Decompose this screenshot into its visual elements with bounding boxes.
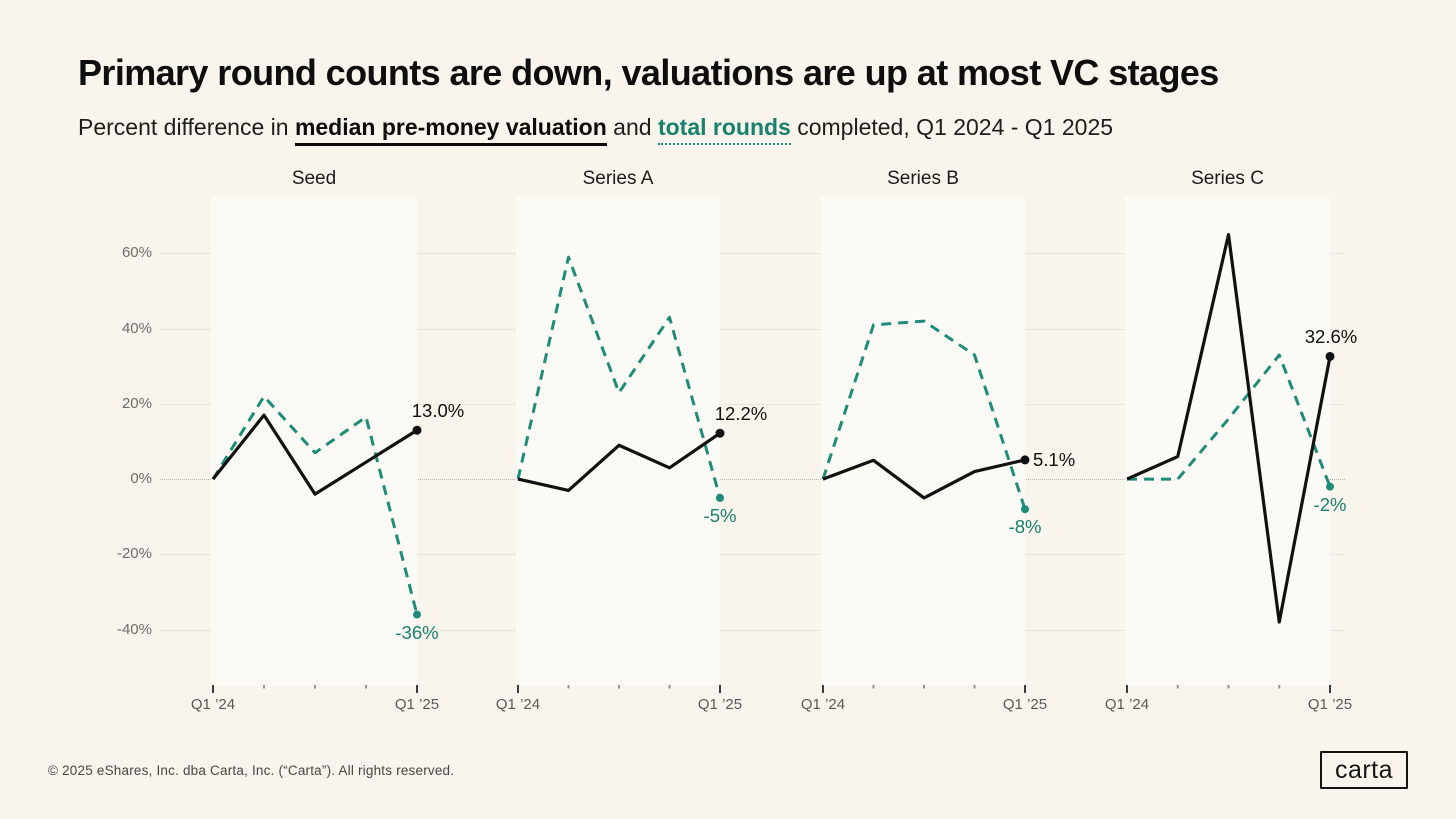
x-axis-label: Q1 ’25 (1307, 696, 1353, 713)
valuation-endpoint-series-b (1020, 455, 1030, 465)
rounds-endpoint-series-b (1021, 505, 1029, 514)
x-axis-label: Q1 ’25 (697, 696, 743, 713)
valuation-line-seed (211, 413, 418, 496)
rounds-line-series-a (516, 255, 722, 499)
valuation-endpoint-series-a (715, 428, 725, 438)
y-axis-label: -20% (116, 545, 152, 563)
gridline--20 (160, 554, 1345, 556)
rounds-label-seed: -36% (395, 621, 439, 643)
chart-area: 60% 40% 20% 0% -20% -40% Seed Series A Series B S… (117, 168, 1357, 713)
chart-plot-svg (211, 233, 1335, 693)
x-axis-label: Q1 ’24 (800, 696, 846, 713)
x-axis-label: Q1 ’24 (1104, 696, 1150, 713)
valuation-label-series-b: 5.1% (1033, 448, 1076, 470)
x-axis-label: Q1 ’24 (495, 696, 541, 713)
facet-title-series-a: Series A (582, 168, 654, 189)
valuation-line-series-c (1126, 233, 1332, 624)
valuation-endpoint-series-c (1325, 351, 1335, 361)
x-axis-label: Q1 ’25 (1002, 696, 1048, 713)
rounds-line-series-c (1127, 353, 1332, 488)
gridline-60 (160, 253, 1345, 255)
facet-title-seed: Seed (291, 168, 337, 189)
gridline-0 (160, 479, 1345, 481)
gridline--40 (160, 629, 1345, 631)
x-axis-label: Q1 ’25 (394, 696, 440, 713)
subtitle-mid: and (606, 114, 658, 140)
rounds-endpoint-series-c (1326, 482, 1334, 491)
carta-logo: carta (1320, 751, 1408, 789)
rounds-label-series-b: -8% (1008, 516, 1042, 538)
legend-rounds-term: total rounds (657, 114, 791, 145)
facet-band-series-b (821, 197, 1025, 686)
y-axis-label: 0% (130, 470, 152, 488)
x-axis-label: Q1 ’24 (190, 696, 236, 713)
page-subtitle: Percent difference in median pre-money v… (78, 114, 1114, 146)
facet-band-series-a (516, 197, 720, 686)
y-axis-label: 40% (121, 319, 152, 337)
valuation-line-series-a (517, 431, 721, 492)
facet-band-series-c (1125, 197, 1330, 686)
y-axis-label: -40% (116, 620, 152, 638)
page-title: Primary round counts are down, valuation… (78, 52, 1219, 93)
valuation-line-series-b (822, 458, 1026, 500)
rounds-endpoint-series-a (716, 493, 724, 502)
y-axis-label: 60% (121, 244, 152, 262)
facet-title-series-c: Series C (1191, 168, 1264, 189)
copyright-text: © 2025 eShares, Inc. dba Carta, Inc. (“C… (48, 763, 455, 778)
valuation-label-seed: 13.0% (411, 400, 465, 422)
rounds-line-seed (211, 394, 419, 615)
rounds-endpoint-seed (413, 610, 421, 619)
rounds-line-series-b (821, 319, 1027, 510)
facet-title-series-b: Series B (887, 168, 959, 189)
facet-band-seed (211, 197, 417, 686)
valuation-label-series-c: 32.6% (1304, 326, 1358, 348)
legend-valuation-term: median pre-money valuation (294, 114, 607, 146)
valuation-endpoint-seed (412, 425, 422, 435)
valuation-label-series-a: 12.2% (714, 403, 768, 425)
y-axis-label: 20% (121, 394, 152, 412)
rounds-label-series-a: -5% (703, 504, 737, 526)
subtitle-suffix: completed, Q1 2024 - Q1 2025 (790, 114, 1114, 140)
rounds-label-series-c: -2% (1313, 493, 1347, 515)
gridline-40 (160, 328, 1345, 330)
gridline-20 (160, 403, 1345, 405)
subtitle-prefix: Percent difference in (78, 114, 295, 140)
